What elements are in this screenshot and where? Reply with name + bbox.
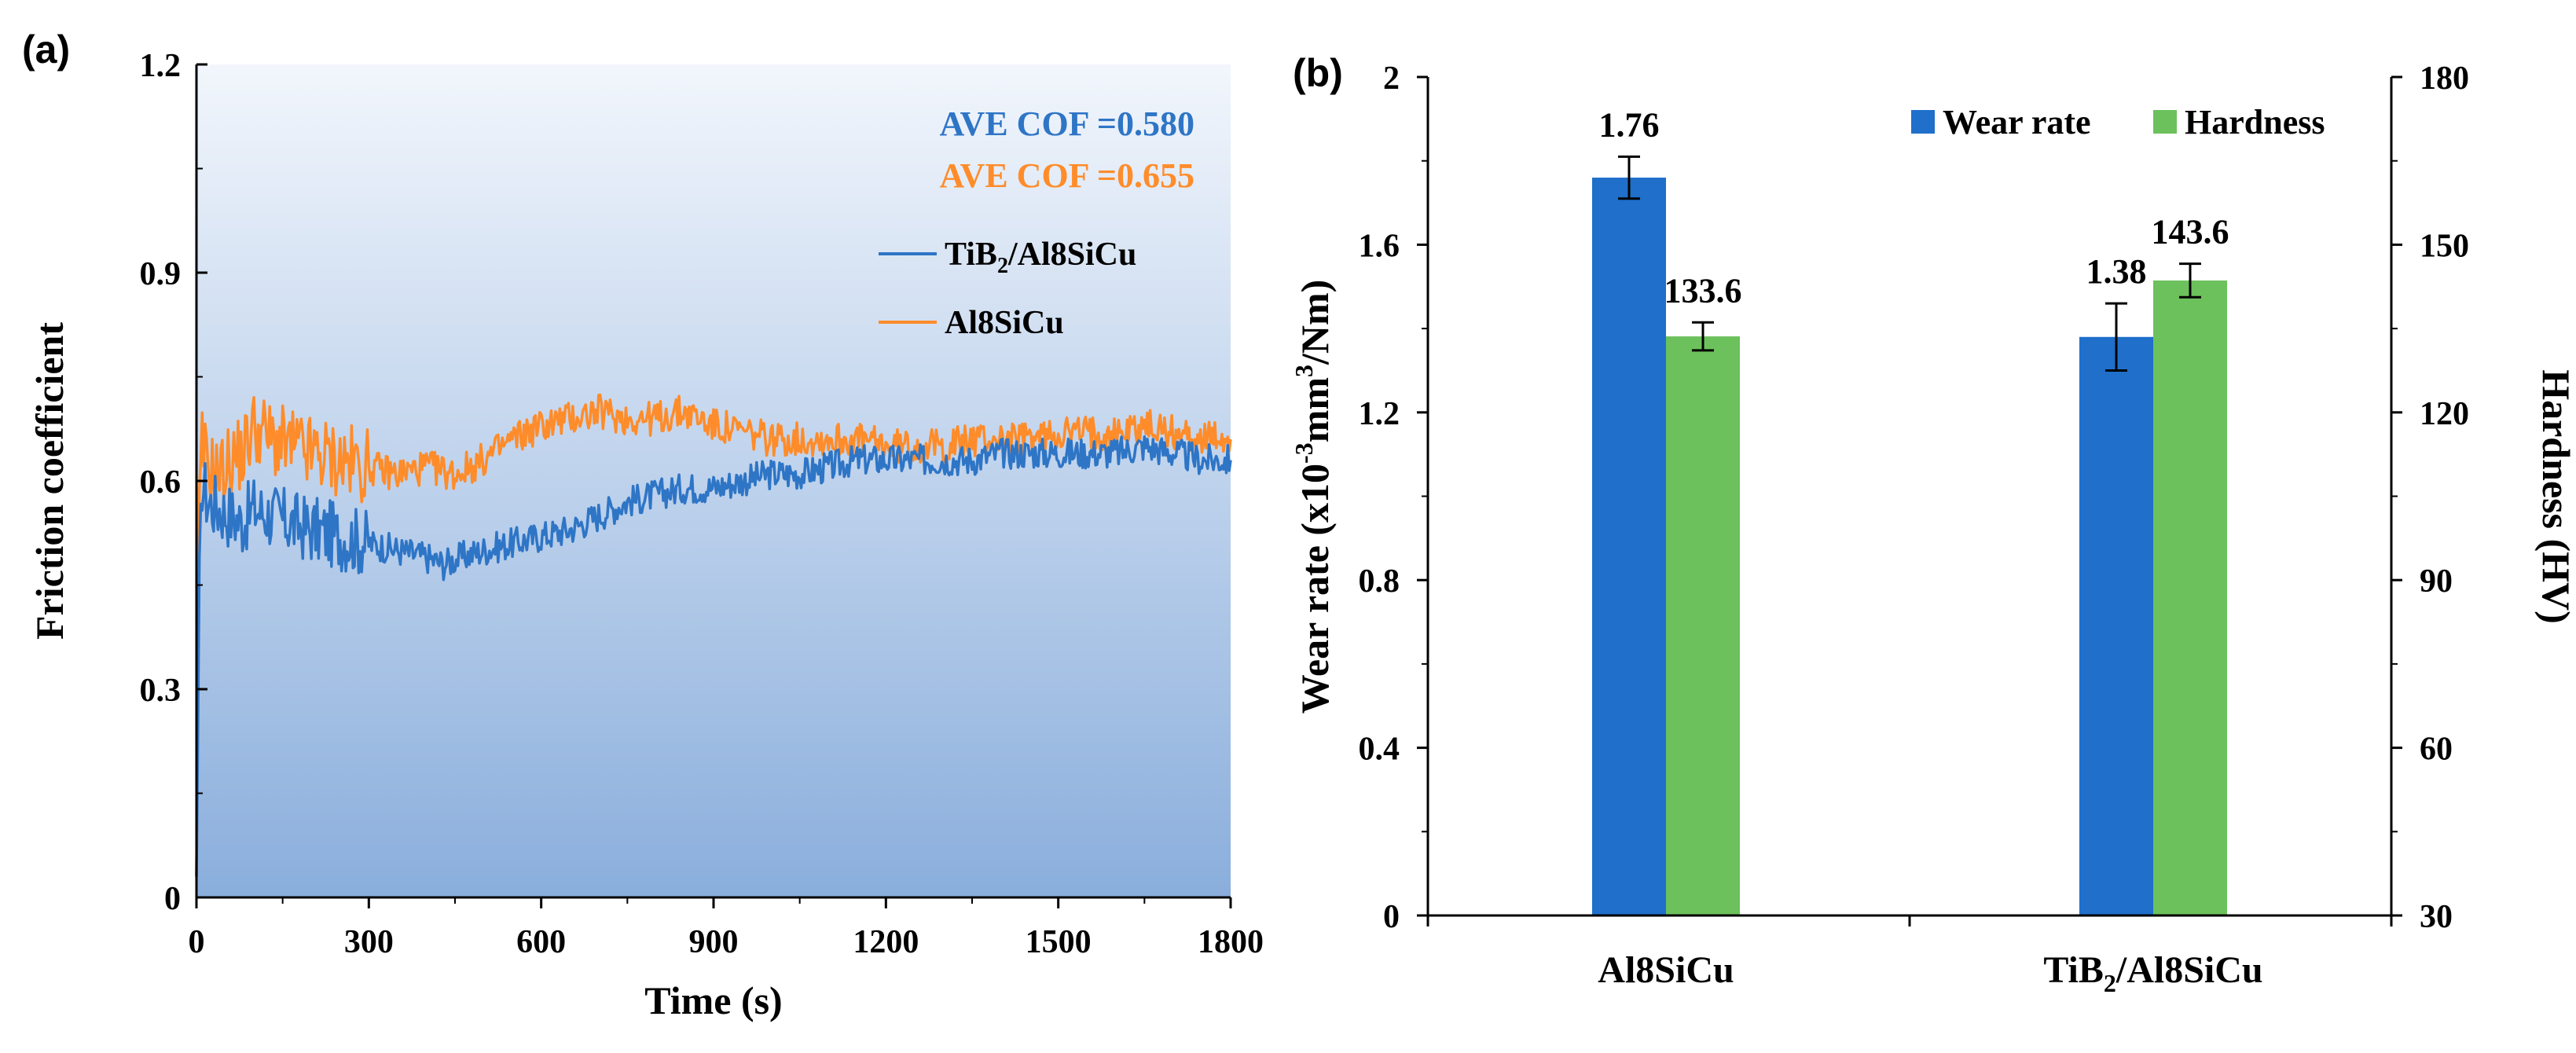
right-y-tick-label: 30 bbox=[2420, 899, 2453, 935]
y-tick-label: 0 bbox=[164, 881, 181, 917]
category-label-tib2-al8sicu: TiB2/Al8SiCu bbox=[2043, 949, 2262, 997]
x-tick-label: 600 bbox=[516, 924, 566, 960]
y-tick-label: 1.2 bbox=[140, 48, 182, 84]
category-label-al8sicu: Al8SiCu bbox=[1598, 949, 1734, 991]
bar-data-label: 1.76 bbox=[1599, 105, 1660, 144]
left-y-tick-label: 1.6 bbox=[1359, 228, 1400, 264]
y-tick-label: 0.9 bbox=[140, 256, 182, 292]
bar-legend: Wear rate Hardness bbox=[1911, 103, 2325, 141]
right-y-tick-label: 60 bbox=[2420, 732, 2453, 768]
bar-data-label: 143.6 bbox=[2152, 213, 2229, 251]
error-bar bbox=[1618, 155, 1640, 200]
bar-hardness bbox=[2153, 280, 2227, 916]
bar-data-label: 133.6 bbox=[1664, 271, 1742, 310]
line-legend: TiB2/Al8SiCu Al8SiCu bbox=[879, 237, 1136, 341]
x-tick-label: 900 bbox=[689, 924, 739, 960]
y-tick-label: 0.6 bbox=[140, 464, 182, 501]
left-y-tick-label: 0.4 bbox=[1359, 732, 1400, 768]
right-y-axis-title: Hardness (HV) bbox=[2534, 369, 2576, 624]
left-y-tick-label: 1.2 bbox=[1359, 396, 1400, 432]
bar-series-group: 1.76 1.38 133.6 143.6 bbox=[1592, 105, 2229, 916]
legend-label-tib2-al8sicu: TiB2/Al8SiCu bbox=[945, 237, 1136, 278]
error-bar bbox=[2105, 302, 2127, 372]
ave-cof-annotation-blue: AVE COF =0.580 bbox=[939, 105, 1194, 143]
y-tick-label: 0.3 bbox=[140, 673, 182, 709]
series-line-al8sicu bbox=[195, 393, 1232, 877]
legend-label-hardness: Hardness bbox=[2185, 103, 2325, 141]
bar-wear-rate bbox=[1592, 178, 1666, 916]
x-tick-label: 300 bbox=[344, 924, 394, 960]
legend-swatch-hardness bbox=[2153, 110, 2177, 134]
bar-hardness bbox=[1666, 336, 1740, 915]
x-axis-title: Time (s) bbox=[644, 978, 782, 1022]
bar-wear-rate bbox=[2079, 336, 2153, 915]
error-bar bbox=[1692, 321, 1714, 352]
right-y-tick-label: 150 bbox=[2420, 228, 2469, 264]
left-y-tick-label: 0 bbox=[1383, 899, 1400, 935]
line-series-group bbox=[195, 393, 1232, 877]
panel-b: (b) 1.76 1.38 133.6 143.6 0 0.4 0.8 1.2 1.6 2 30 6… bbox=[1290, 51, 2576, 997]
bar-chart-ticks: 0 0.4 0.8 1.2 1.6 2 30 60 90 120 150 180 bbox=[1359, 61, 2470, 935]
left-y-tick-label: 2 bbox=[1383, 61, 1400, 97]
ave-cof-annotation-orange: AVE COF =0.655 bbox=[939, 156, 1194, 195]
legend-swatch-wear-rate bbox=[1911, 110, 1935, 134]
left-y-tick-label: 0.8 bbox=[1359, 563, 1400, 600]
x-tick-label: 0 bbox=[189, 924, 205, 960]
right-y-tick-label: 120 bbox=[2420, 396, 2469, 432]
panel-a: (a) 0 300 600 900 1200 1500 180000.30.60.91.2 … bbox=[22, 28, 1264, 1022]
panel-a-label: (a) bbox=[22, 28, 70, 72]
right-y-tick-label: 90 bbox=[2420, 563, 2453, 600]
bar-chart-axes bbox=[1426, 77, 2393, 917]
x-tick-label: 1500 bbox=[1026, 924, 1092, 960]
legend-label-wear-rate: Wear rate bbox=[1943, 103, 2091, 141]
y-axis-title: Friction coefficient bbox=[28, 322, 72, 640]
line-chart-ticks: 0 300 600 900 1200 1500 1800 0 0.3 0.6 0.9 1.2 bbox=[140, 48, 1264, 960]
right-y-tick-label: 180 bbox=[2420, 61, 2469, 97]
legend-label-al8sicu: Al8SiCu bbox=[945, 305, 1064, 341]
x-tick-label: 1800 bbox=[1198, 924, 1264, 960]
bar-data-label: 1.38 bbox=[2086, 252, 2147, 291]
error-bar bbox=[2179, 262, 2201, 299]
series-line-tib2-al8sicu bbox=[195, 435, 1232, 877]
x-tick-label: 1200 bbox=[853, 924, 919, 960]
left-y-axis-title: Wear rate (x10-3mm3/Nm) bbox=[1290, 280, 1337, 714]
panel-b-label: (b) bbox=[1293, 51, 1343, 95]
